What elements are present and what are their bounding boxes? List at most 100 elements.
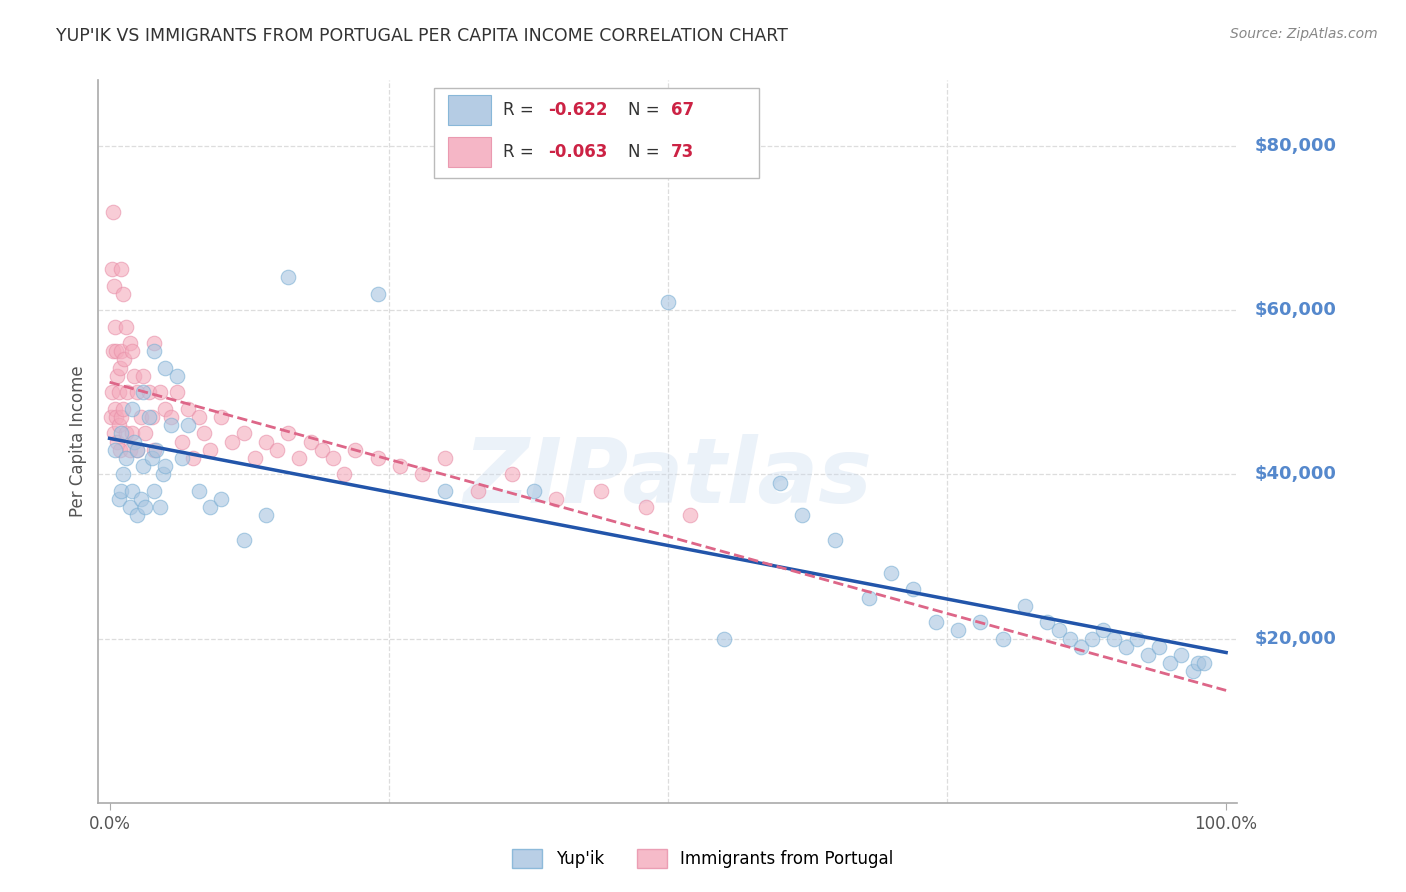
- Point: [115, 319, 138, 334]
- Y-axis label: Per Capita Income: Per Capita Income: [69, 366, 87, 517]
- Point: [111, 467, 134, 482]
- Point: [1187, 657, 1209, 671]
- Point: [1070, 640, 1092, 654]
- Point: [1147, 640, 1170, 654]
- Point: [1014, 599, 1036, 613]
- Point: [925, 615, 948, 630]
- Point: [1115, 640, 1137, 654]
- Text: $40,000: $40,000: [1254, 466, 1336, 483]
- Point: [367, 450, 389, 465]
- Point: [129, 491, 152, 506]
- Point: [198, 442, 221, 457]
- Point: [1036, 615, 1059, 630]
- Point: [115, 450, 138, 465]
- Point: [117, 385, 139, 400]
- Point: [132, 459, 155, 474]
- Point: [634, 500, 657, 515]
- Point: [155, 401, 177, 416]
- Point: [523, 483, 546, 498]
- Point: [101, 344, 124, 359]
- Point: [209, 409, 232, 424]
- Point: [132, 385, 155, 400]
- Point: [946, 624, 969, 638]
- Point: [546, 491, 568, 506]
- Point: [110, 262, 132, 277]
- Point: [107, 434, 129, 449]
- Point: [143, 483, 166, 498]
- Legend: Yup'ik, Immigrants from Portugal: Yup'ik, Immigrants from Portugal: [506, 842, 900, 875]
- Point: [388, 459, 411, 474]
- Point: [110, 344, 132, 359]
- Point: [991, 632, 1014, 646]
- Point: [858, 591, 880, 605]
- Point: [127, 442, 149, 457]
- Point: [107, 491, 129, 506]
- Point: [138, 385, 160, 400]
- Point: [277, 426, 299, 441]
- Point: [193, 426, 215, 441]
- Point: [333, 467, 356, 482]
- Point: [160, 418, 183, 433]
- Point: [110, 409, 132, 424]
- Point: [433, 483, 456, 498]
- Point: [104, 319, 127, 334]
- Point: [121, 483, 143, 498]
- Point: [187, 409, 209, 424]
- Point: [103, 278, 125, 293]
- Point: [141, 409, 163, 424]
- Point: [183, 450, 205, 465]
- Point: [105, 344, 128, 359]
- Point: [790, 508, 813, 523]
- Point: [187, 483, 209, 498]
- Text: 73: 73: [671, 143, 695, 161]
- Point: [501, 467, 523, 482]
- Point: [768, 475, 790, 490]
- Point: [143, 336, 166, 351]
- Point: [1170, 648, 1192, 662]
- Point: [134, 500, 156, 515]
- Point: [129, 409, 152, 424]
- Point: [104, 442, 127, 457]
- Point: [679, 508, 702, 523]
- Point: [1192, 657, 1215, 671]
- Point: [138, 409, 160, 424]
- Point: [118, 336, 141, 351]
- Point: [299, 434, 322, 449]
- Point: [101, 262, 124, 277]
- Point: [198, 500, 221, 515]
- Text: 67: 67: [671, 102, 695, 120]
- FancyBboxPatch shape: [434, 87, 759, 178]
- Point: [149, 385, 172, 400]
- Point: [121, 344, 143, 359]
- Point: [367, 286, 389, 301]
- Text: R =: R =: [503, 102, 538, 120]
- Text: $60,000: $60,000: [1254, 301, 1336, 319]
- Point: [311, 442, 333, 457]
- Point: [254, 434, 277, 449]
- Text: Source: ZipAtlas.com: Source: ZipAtlas.com: [1230, 27, 1378, 41]
- Point: [1181, 665, 1204, 679]
- Point: [127, 442, 149, 457]
- Point: [143, 442, 166, 457]
- Point: [105, 409, 128, 424]
- Point: [166, 368, 188, 383]
- Point: [177, 418, 200, 433]
- Point: [1104, 632, 1126, 646]
- Point: [467, 483, 489, 498]
- Point: [127, 385, 149, 400]
- Point: [322, 450, 344, 465]
- Point: [903, 582, 925, 597]
- Point: [433, 450, 456, 465]
- Bar: [449, 95, 491, 126]
- Point: [134, 426, 156, 441]
- Point: [121, 401, 143, 416]
- Point: [166, 385, 188, 400]
- Point: [657, 295, 679, 310]
- Point: [107, 385, 129, 400]
- Point: [127, 508, 149, 523]
- Point: [121, 426, 143, 441]
- Point: [108, 360, 131, 375]
- Point: [1159, 657, 1181, 671]
- Point: [104, 401, 127, 416]
- Point: [101, 385, 124, 400]
